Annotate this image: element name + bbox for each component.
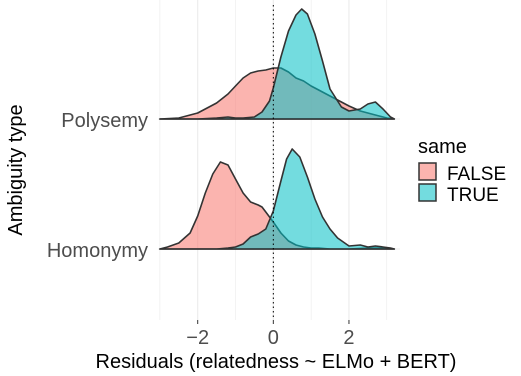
x-axis-title: Residuals (relatedness ~ ELMo + BERT)	[96, 351, 457, 373]
x-tick-label: 0	[268, 327, 279, 349]
grid-lines	[158, 0, 400, 320]
x-axis-ticks: −2 0 2	[186, 320, 355, 349]
legend-label-true: TRUE	[447, 185, 499, 206]
legend: same FALSE TRUE	[418, 136, 506, 206]
density-ridge-polysemy-true	[159, 8, 396, 120]
y-axis-title: Ambiguity type	[5, 104, 27, 235]
y-axis-tick-labels: Homonymy Polysemy	[47, 110, 148, 262]
legend-key-false	[418, 162, 437, 181]
x-tick-label: −2	[186, 327, 209, 349]
legend-key-true	[418, 183, 437, 202]
legend-title: same	[418, 136, 467, 158]
legend-label-false: FALSE	[447, 164, 506, 185]
density-ridge-homonymy-true	[159, 148, 396, 250]
y-tick-label-homonymy: Homonymy	[47, 240, 148, 262]
density-ridges	[159, 8, 396, 250]
x-tick-label: 2	[343, 327, 354, 349]
y-tick-label-polysemy: Polysemy	[61, 110, 148, 132]
